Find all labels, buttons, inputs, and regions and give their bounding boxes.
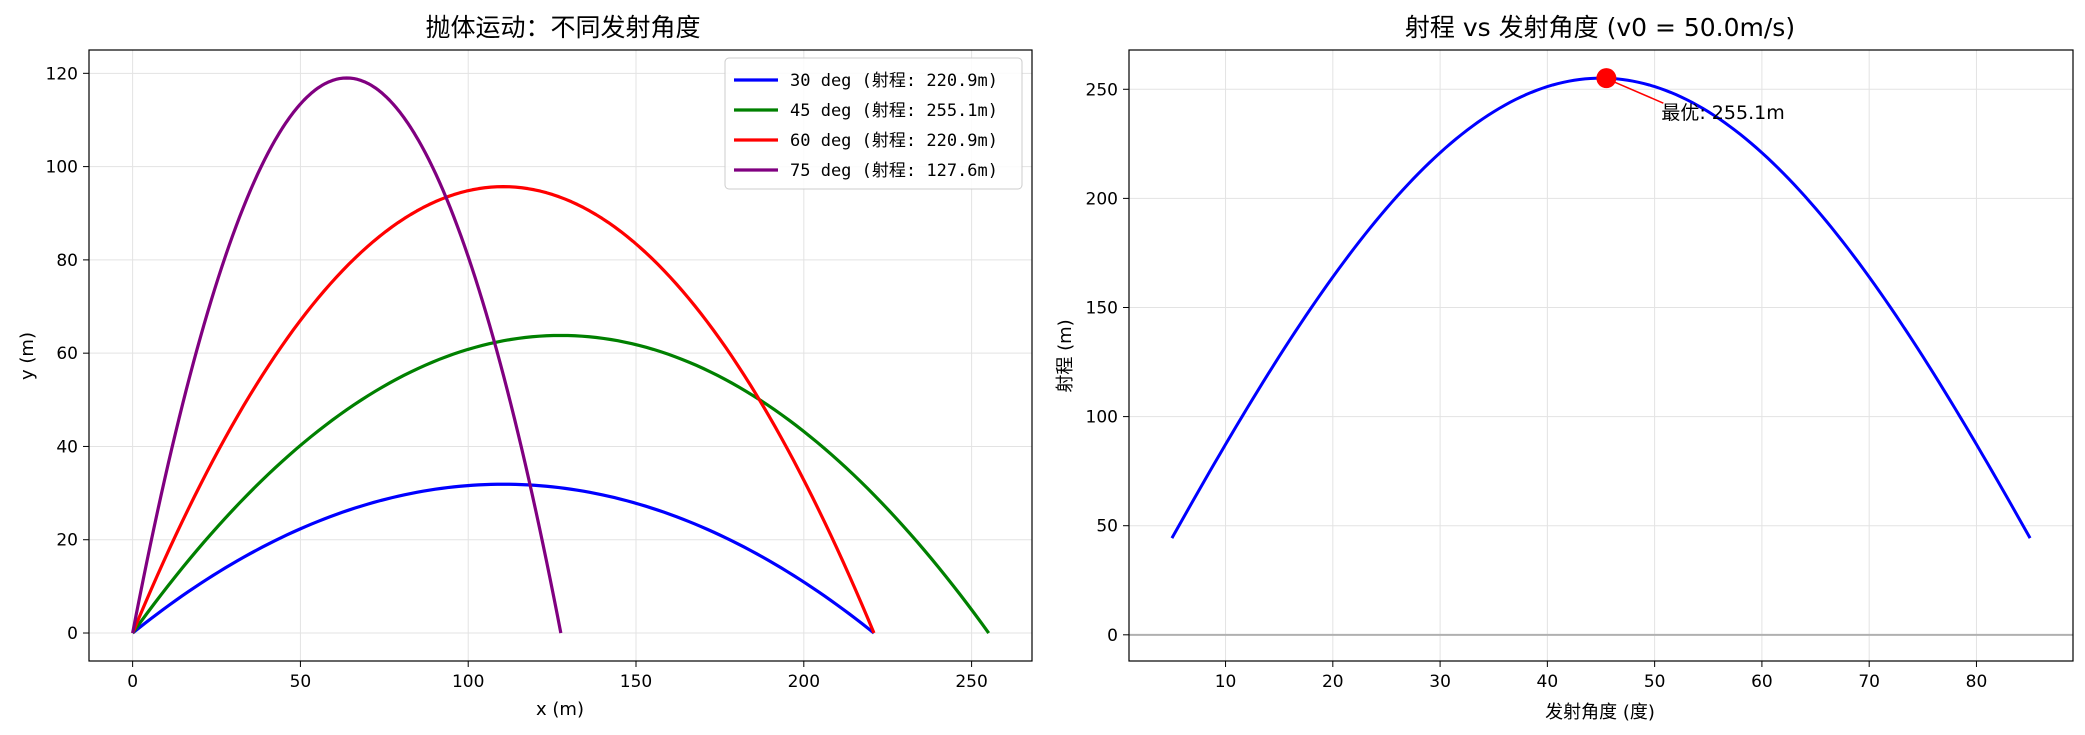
left-x-tick-label: 250 [955, 672, 987, 692]
right-y-tick-label: 150 [1086, 298, 1118, 318]
left-chart-title: 抛体运动：不同发射角度 [425, 13, 700, 42]
right-x-tick-label: 40 [1537, 672, 1559, 692]
range-vs-angle-chart: 射程 vs 发射角度 (v0 = 50.0m/s) 最优: 255.1m 10 2… [1055, 13, 2074, 723]
right-y-tick-label: 250 [1086, 80, 1118, 100]
legend-box [724, 57, 1023, 190]
right-y-tick-label: 100 [1086, 408, 1118, 428]
trajectory-60-deg [131, 185, 876, 634]
left-x-tick-label: 0 [127, 672, 138, 692]
left-x-tick-label: 150 [620, 672, 652, 692]
right-x-tick-label: 50 [1644, 672, 1666, 692]
left-y-tick-label: 60 [56, 344, 78, 364]
right-axes-frame [1128, 49, 2074, 662]
right-ticks: 10 20 30 40 50 60 70 80 0 50 100 150 200 250 [1086, 80, 1988, 692]
right-x-tick-label: 30 [1429, 672, 1451, 692]
left-x-tick-label: 100 [452, 672, 484, 692]
left-x-tick-label: 50 [290, 672, 312, 692]
trajectory-chart: 抛体运动：不同发射角度 0 50 100 150 200 250 0 20 40 60 80 100 1… [17, 13, 1033, 720]
legend-entry-45-deg: 45 deg (射程: 255.1m) [790, 101, 998, 121]
left-x-axis-label: x (m) [536, 699, 584, 720]
right-y-tick-label: 50 [1096, 517, 1118, 537]
legend-entry-30-deg: 30 deg (射程: 220.9m) [790, 71, 998, 91]
right-x-tick-label: 80 [1966, 672, 1988, 692]
left-y-tick-label: 80 [56, 251, 78, 271]
right-chart-title: 射程 vs 发射角度 (v0 = 50.0m/s) [1405, 13, 1795, 42]
annotation-arrow [1612, 80, 1664, 104]
right-y-tick-label: 200 [1086, 189, 1118, 209]
left-y-tick-label: 0 [67, 624, 78, 644]
right-y-axis-label: 射程 (m) [1055, 319, 1076, 392]
optimum-marker [1596, 68, 1617, 89]
left-series-group [131, 76, 991, 635]
right-x-tick-label: 70 [1858, 672, 1880, 692]
left-y-tick-label: 100 [46, 158, 78, 178]
optimum-annotation: 最优: 255.1m [1661, 102, 1784, 124]
left-axes-frame [88, 49, 1033, 662]
right-x-tick-label: 10 [1215, 672, 1237, 692]
right-y-tick-label: 0 [1107, 626, 1118, 646]
right-x-tick-label: 60 [1751, 672, 1773, 692]
right-x-tick-label: 20 [1322, 672, 1344, 692]
left-x-tick-label: 200 [788, 672, 820, 692]
right-grid [1129, 50, 2073, 661]
trajectory-75-deg [131, 76, 563, 634]
trajectory-30-deg [131, 482, 875, 635]
left-y-tick-label: 20 [56, 531, 78, 551]
left-ticks: 0 50 100 150 200 250 0 20 40 60 80 100 120 [46, 64, 988, 692]
left-y-tick-label: 120 [46, 64, 78, 84]
trajectory-45-deg [131, 333, 991, 634]
right-x-axis-label: 发射角度 (度) [1545, 702, 1655, 723]
legend-entry-75-deg: 75 deg (射程: 127.6m) [790, 161, 998, 181]
left-y-axis-label: y (m) [17, 332, 38, 380]
range-curve [1170, 76, 2032, 539]
left-legend: 30 deg (射程: 220.9m) 45 deg (射程: 255.1m) 60… [724, 57, 1023, 190]
left-y-tick-label: 40 [56, 437, 78, 457]
legend-entry-60-deg: 60 deg (射程: 220.9m) [790, 131, 998, 151]
